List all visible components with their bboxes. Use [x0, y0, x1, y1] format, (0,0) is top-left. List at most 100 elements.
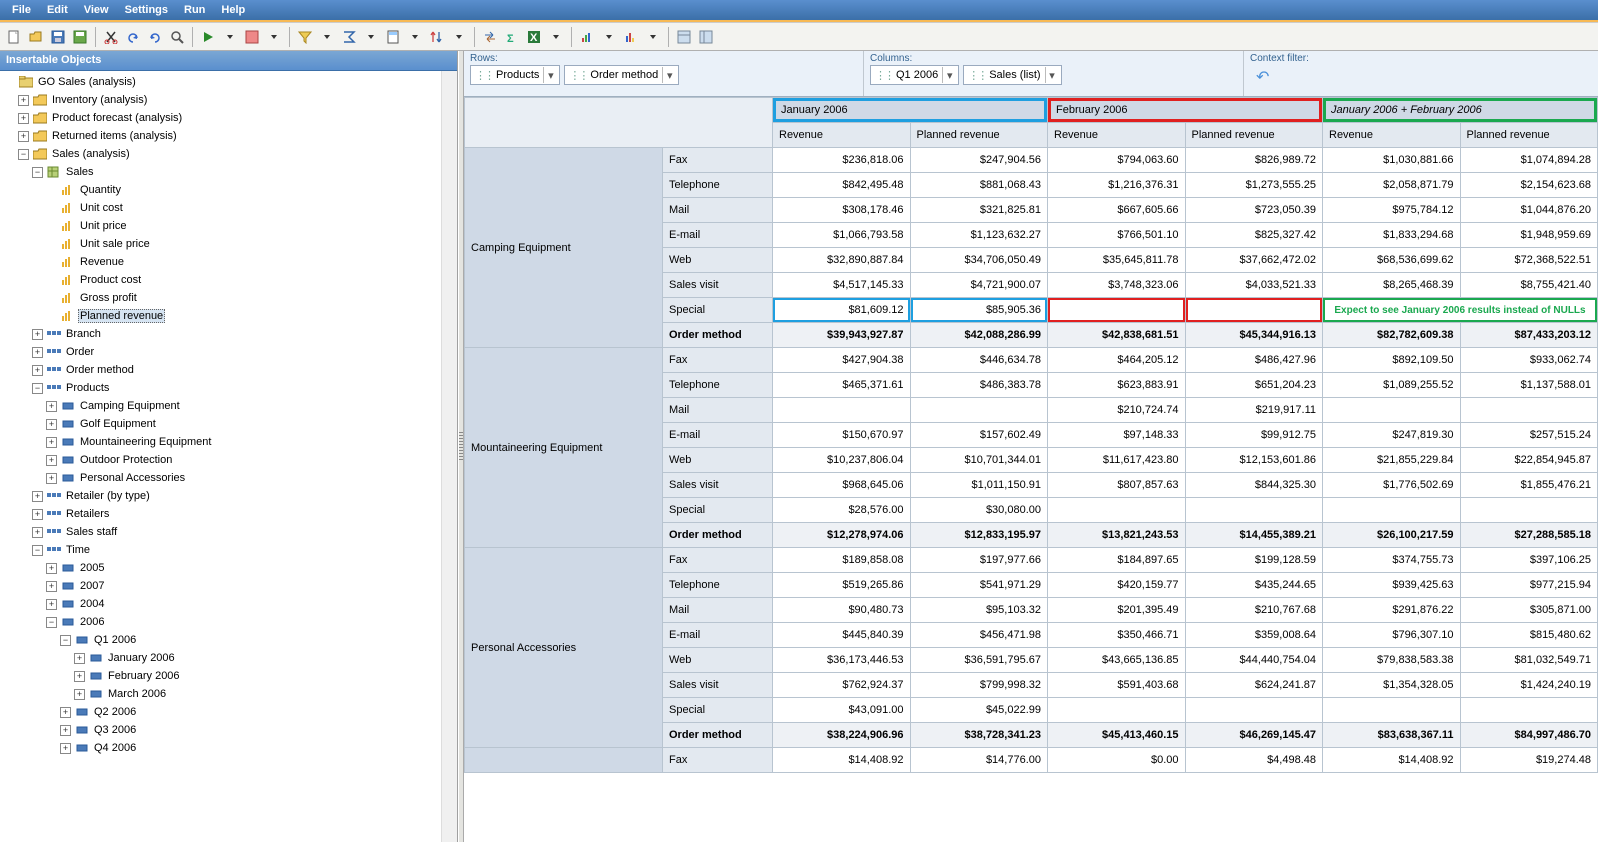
tree-scrollbar[interactable] [441, 71, 457, 842]
tree-node[interactable]: −Sales (analysis) [2, 145, 455, 163]
chart2-dd-icon[interactable] [643, 27, 663, 47]
measure-header[interactable]: Revenue [1048, 123, 1186, 148]
menu-file[interactable]: File [4, 2, 39, 18]
swap-icon[interactable] [480, 27, 500, 47]
measure-header[interactable]: Planned revenue [1185, 123, 1323, 148]
tree-node[interactable]: −2006 [2, 613, 455, 631]
tree-node[interactable]: Revenue [2, 253, 455, 271]
tree-node[interactable]: −Sales [2, 163, 455, 181]
filter-dd-icon[interactable] [317, 27, 337, 47]
save-icon[interactable] [48, 27, 68, 47]
expander-icon[interactable]: + [32, 509, 43, 520]
expander-icon[interactable]: + [60, 707, 71, 718]
tree-node[interactable]: +March 2006 [2, 685, 455, 703]
method-header[interactable]: Web [663, 648, 773, 673]
expander-icon[interactable]: − [32, 383, 43, 394]
rows-pill-ordermethod[interactable]: ⋮⋮Order method▾ [564, 65, 679, 85]
tree-node[interactable]: Unit sale price [2, 235, 455, 253]
tree-node[interactable]: −Products [2, 379, 455, 397]
expander-icon[interactable]: − [60, 635, 71, 646]
tree-node[interactable]: Product cost [2, 271, 455, 289]
method-header[interactable]: Fax [663, 148, 773, 173]
measure-header[interactable]: Planned revenue [910, 123, 1048, 148]
measure-header[interactable]: Revenue [1323, 123, 1461, 148]
expander-icon[interactable]: + [32, 347, 43, 358]
method-header[interactable]: Fax [663, 748, 773, 773]
cols-pill-sales[interactable]: ⋮⋮Sales (list)▾ [963, 65, 1061, 85]
tree-node[interactable]: +Inventory (analysis) [2, 91, 455, 109]
menu-settings[interactable]: Settings [117, 2, 176, 18]
tree-node[interactable]: +2005 [2, 559, 455, 577]
excel-icon[interactable]: X [524, 27, 544, 47]
open-icon[interactable] [26, 27, 46, 47]
expander-icon[interactable]: + [32, 329, 43, 340]
method-header[interactable]: Mail [663, 198, 773, 223]
method-header[interactable]: Web [663, 248, 773, 273]
tree-node[interactable]: +Retailers [2, 505, 455, 523]
tree-node[interactable]: Unit cost [2, 199, 455, 217]
tree-node[interactable]: +Golf Equipment [2, 415, 455, 433]
redo-icon[interactable] [145, 27, 165, 47]
method-header[interactable]: Sales visit [663, 673, 773, 698]
menu-view[interactable]: View [76, 2, 117, 18]
method-header[interactable]: E-mail [663, 623, 773, 648]
tree-node[interactable]: +Outdoor Protection [2, 451, 455, 469]
expander-icon[interactable]: − [32, 167, 43, 178]
category-header[interactable]: Mountaineering Equipment [465, 348, 663, 548]
expander-icon[interactable]: − [18, 149, 29, 160]
summary-icon[interactable] [339, 27, 359, 47]
method-header[interactable]: Special [663, 498, 773, 523]
layout2-icon[interactable] [696, 27, 716, 47]
run-icon[interactable] [198, 27, 218, 47]
method-header[interactable]: Special [663, 698, 773, 723]
tree-node[interactable]: −Time [2, 541, 455, 559]
expander-icon[interactable]: + [46, 581, 57, 592]
expander-icon[interactable]: + [46, 437, 57, 448]
expander-icon[interactable]: + [32, 491, 43, 502]
summary-dd-icon[interactable] [361, 27, 381, 47]
tree-node[interactable]: Planned revenue [2, 307, 455, 325]
total-header[interactable]: Order method [663, 523, 773, 548]
tree-node[interactable]: +2004 [2, 595, 455, 613]
tree-node[interactable]: Quantity [2, 181, 455, 199]
method-header[interactable]: Sales visit [663, 473, 773, 498]
save-as-icon[interactable] [70, 27, 90, 47]
tree-node[interactable]: +January 2006 [2, 649, 455, 667]
sigma-icon[interactable]: Σ [502, 27, 522, 47]
expander-icon[interactable]: + [18, 95, 29, 106]
chart2-icon[interactable] [621, 27, 641, 47]
expander-icon[interactable]: + [74, 653, 85, 664]
tree-node[interactable]: +Camping Equipment [2, 397, 455, 415]
calc-icon[interactable] [383, 27, 403, 47]
tree-node[interactable]: +Order [2, 343, 455, 361]
menu-edit[interactable]: Edit [39, 2, 76, 18]
expander-icon[interactable]: + [46, 473, 57, 484]
sort-icon[interactable] [427, 27, 447, 47]
expander-icon[interactable]: + [60, 743, 71, 754]
expander-icon[interactable]: + [18, 113, 29, 124]
cols-pill-q1[interactable]: ⋮⋮Q1 2006▾ [870, 65, 959, 85]
tree-node[interactable]: Unit price [2, 217, 455, 235]
method-header[interactable]: Sales visit [663, 273, 773, 298]
category-header[interactable] [465, 748, 663, 773]
tree-node[interactable]: +2007 [2, 577, 455, 595]
chart1-dd-icon[interactable] [599, 27, 619, 47]
method-header[interactable]: Fax [663, 548, 773, 573]
expander-icon[interactable]: + [74, 671, 85, 682]
layout1-icon[interactable] [674, 27, 694, 47]
expander-icon[interactable]: + [46, 563, 57, 574]
method-header[interactable]: Web [663, 448, 773, 473]
method-header[interactable]: E-mail [663, 223, 773, 248]
menu-help[interactable]: Help [213, 2, 253, 18]
tree-node[interactable]: +Sales staff [2, 523, 455, 541]
tree-node[interactable]: +Personal Accessories [2, 469, 455, 487]
method-header[interactable]: Mail [663, 398, 773, 423]
tree-node[interactable]: +Returned items (analysis) [2, 127, 455, 145]
expander-icon[interactable]: − [32, 545, 43, 556]
tree-node[interactable]: +Branch [2, 325, 455, 343]
crosstab-grid[interactable]: January 2006February 2006January 2006 + … [464, 97, 1598, 773]
month-header[interactable]: January 2006 [773, 98, 1048, 123]
expander-icon[interactable]: + [32, 527, 43, 538]
find-icon[interactable] [167, 27, 187, 47]
tool-a-icon[interactable] [242, 27, 262, 47]
